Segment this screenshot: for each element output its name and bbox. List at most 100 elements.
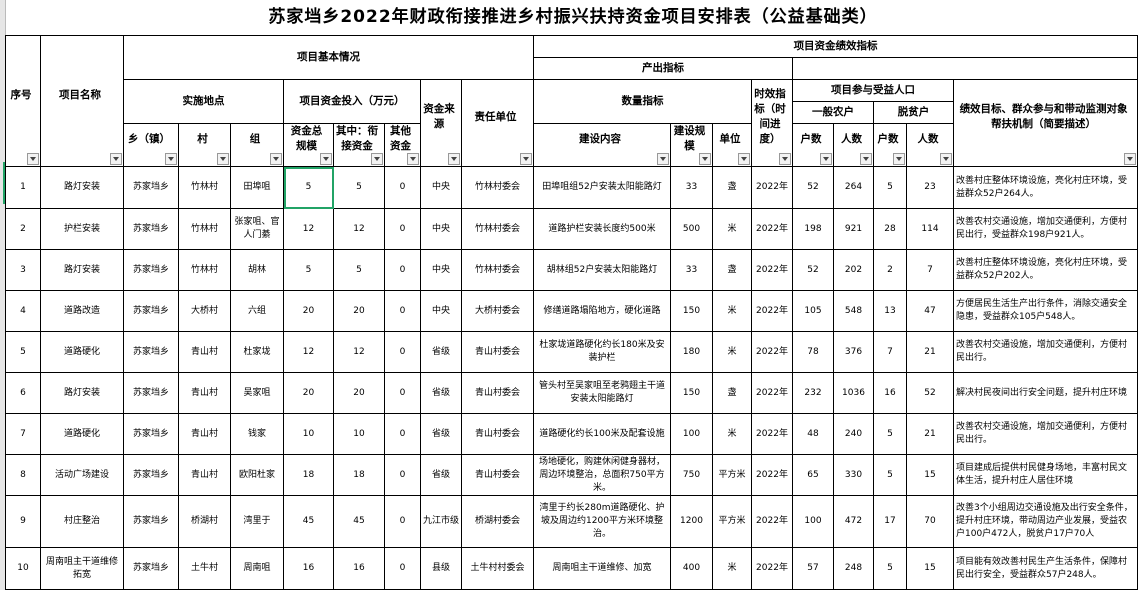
cell[interactable]: 修缮道路塌陷地方，硬化道路 bbox=[533, 290, 671, 332]
cell[interactable]: 青山村 bbox=[178, 372, 231, 414]
filter-dropdown-icon[interactable] bbox=[738, 153, 750, 165]
cell[interactable]: 0 bbox=[384, 413, 421, 455]
cell[interactable]: 150 bbox=[670, 372, 713, 414]
cell[interactable]: 道路硬化 bbox=[40, 331, 124, 373]
cell[interactable]: 1200 bbox=[670, 495, 713, 548]
cell[interactable]: 米 bbox=[712, 290, 752, 332]
cell[interactable]: 管头村至吴家咀至老鸦翅主干道安装太阳能路灯 bbox=[533, 372, 671, 414]
cell[interactable]: 5 bbox=[873, 454, 907, 496]
cell[interactable]: 土牛村 bbox=[178, 547, 231, 590]
cell[interactable]: 大桥村委会 bbox=[461, 290, 534, 332]
cell[interactable]: 2022年 bbox=[751, 547, 793, 590]
filter-dropdown-icon[interactable] bbox=[820, 153, 832, 165]
filter-dropdown-icon[interactable] bbox=[270, 153, 282, 165]
cell[interactable]: 15 bbox=[906, 454, 954, 496]
cell[interactable]: 路灯安装 bbox=[40, 372, 124, 414]
filter-dropdown-icon[interactable] bbox=[1124, 153, 1137, 165]
cell[interactable]: 九江市级 bbox=[420, 495, 462, 548]
cell[interactable]: 12 bbox=[333, 208, 385, 250]
cell[interactable]: 500 bbox=[670, 208, 713, 250]
cell[interactable]: 解决村民夜间出行安全问题，提升村庄环境 bbox=[952, 372, 1139, 414]
cell[interactable]: 米 bbox=[712, 413, 752, 455]
cell[interactable]: 活动广场建设 bbox=[40, 454, 124, 496]
cell[interactable]: 竹林村 bbox=[178, 249, 231, 291]
cell[interactable]: 2022年 bbox=[751, 208, 793, 250]
cell[interactable]: 240 bbox=[833, 413, 874, 455]
cell[interactable]: 青山村 bbox=[178, 413, 231, 455]
cell[interactable]: 20 bbox=[333, 372, 385, 414]
cell[interactable]: 548 bbox=[833, 290, 874, 332]
cell[interactable]: 20 bbox=[283, 290, 334, 332]
cell[interactable]: 15 bbox=[906, 547, 954, 590]
cell[interactable]: 0 bbox=[384, 290, 421, 332]
cell[interactable]: 264 bbox=[833, 166, 874, 209]
cell[interactable]: 杜家垅 bbox=[230, 331, 284, 373]
cell[interactable]: 52 bbox=[792, 166, 834, 209]
cell[interactable]: 改善村庄整体环境设施，亮化村庄环境，受益群众52户264人。 bbox=[952, 166, 1139, 209]
filter-dropdown-icon[interactable] bbox=[320, 153, 332, 165]
cell[interactable]: 改善村庄整体环境设施，亮化村庄环境，受益群众52户202人。 bbox=[952, 249, 1139, 291]
cell[interactable]: 青山村委会 bbox=[461, 331, 534, 373]
cell[interactable]: 150 bbox=[670, 290, 713, 332]
cell[interactable]: 17 bbox=[873, 495, 907, 548]
cell[interactable]: 苏家垱乡 bbox=[123, 208, 179, 250]
cell[interactable]: 路灯安装 bbox=[40, 249, 124, 291]
cell[interactable]: 16 bbox=[873, 372, 907, 414]
cell[interactable]: 桥湖村委会 bbox=[461, 495, 534, 548]
cell[interactable]: 青山村 bbox=[178, 331, 231, 373]
cell[interactable]: 道路护栏安装长度约500米 bbox=[533, 208, 671, 250]
cell[interactable]: 6 bbox=[5, 372, 41, 414]
cell[interactable]: 400 bbox=[670, 547, 713, 590]
filter-dropdown-icon[interactable] bbox=[699, 153, 711, 165]
cell[interactable]: 苏家垱乡 bbox=[123, 454, 179, 496]
cell[interactable]: 0 bbox=[384, 166, 421, 209]
cell[interactable]: 20 bbox=[283, 372, 334, 414]
cell[interactable]: 苏家垱乡 bbox=[123, 166, 179, 209]
cell[interactable]: 青山村委会 bbox=[461, 372, 534, 414]
cell[interactable]: 100 bbox=[792, 495, 834, 548]
cell[interactable]: 5 bbox=[873, 547, 907, 590]
cell[interactable]: 苏家垱乡 bbox=[123, 290, 179, 332]
cell[interactable]: 16 bbox=[333, 547, 385, 590]
filter-dropdown-icon[interactable] bbox=[27, 153, 39, 165]
cell[interactable]: 苏家垱乡 bbox=[123, 372, 179, 414]
cell[interactable]: 5 bbox=[333, 249, 385, 291]
filter-dropdown-icon[interactable] bbox=[217, 153, 229, 165]
cell[interactable]: 0 bbox=[384, 547, 421, 590]
cell[interactable]: 道路硬化 bbox=[40, 413, 124, 455]
cell[interactable]: 杜家垅道路硬化约长180米及安装护栏 bbox=[533, 331, 671, 373]
cell[interactable]: 10 bbox=[283, 413, 334, 455]
cell[interactable]: 米 bbox=[712, 547, 752, 590]
cell[interactable]: 5 bbox=[5, 331, 41, 373]
cell[interactable]: 750 bbox=[670, 454, 713, 496]
filter-dropdown-icon[interactable] bbox=[407, 153, 419, 165]
cell[interactable]: 青山村委会 bbox=[461, 413, 534, 455]
cell[interactable]: 376 bbox=[833, 331, 874, 373]
cell[interactable]: 中央 bbox=[420, 249, 462, 291]
cell[interactable]: 10 bbox=[5, 547, 41, 590]
cell[interactable]: 330 bbox=[833, 454, 874, 496]
cell[interactable]: 48 bbox=[792, 413, 834, 455]
cell[interactable]: 竹林村 bbox=[178, 166, 231, 209]
filter-dropdown-icon[interactable] bbox=[165, 153, 177, 165]
cell[interactable]: 项目能有效改善村民生产生活条件，保障村民出行安全，受益群众57户248人。 bbox=[952, 547, 1139, 590]
cell[interactable]: 65 bbox=[792, 454, 834, 496]
cell[interactable]: 18 bbox=[333, 454, 385, 496]
cell[interactable]: 大桥村 bbox=[178, 290, 231, 332]
cell[interactable]: 7 bbox=[5, 413, 41, 455]
cell[interactable]: 0 bbox=[384, 495, 421, 548]
cell[interactable]: 0 bbox=[384, 454, 421, 496]
cell[interactable]: 3 bbox=[5, 249, 41, 291]
cell[interactable]: 场地硬化，购建休闲健身器材，周边环境整治，总面积750平方米。 bbox=[533, 454, 671, 496]
cell[interactable]: 23 bbox=[906, 166, 954, 209]
cell[interactable]: 2022年 bbox=[751, 331, 793, 373]
filter-dropdown-icon[interactable] bbox=[940, 153, 952, 165]
cell[interactable]: 7 bbox=[906, 249, 954, 291]
filter-dropdown-icon[interactable] bbox=[657, 153, 669, 165]
cell[interactable]: 改善农村交通设施，增加交通便利，方便村民出行，受益群众198户921人。 bbox=[952, 208, 1139, 250]
cell[interactable]: 2022年 bbox=[751, 495, 793, 548]
cell[interactable]: 竹林村委会 bbox=[461, 249, 534, 291]
cell[interactable]: 2022年 bbox=[751, 166, 793, 209]
cell[interactable]: 13 bbox=[873, 290, 907, 332]
cell[interactable]: 竹林村委会 bbox=[461, 208, 534, 250]
